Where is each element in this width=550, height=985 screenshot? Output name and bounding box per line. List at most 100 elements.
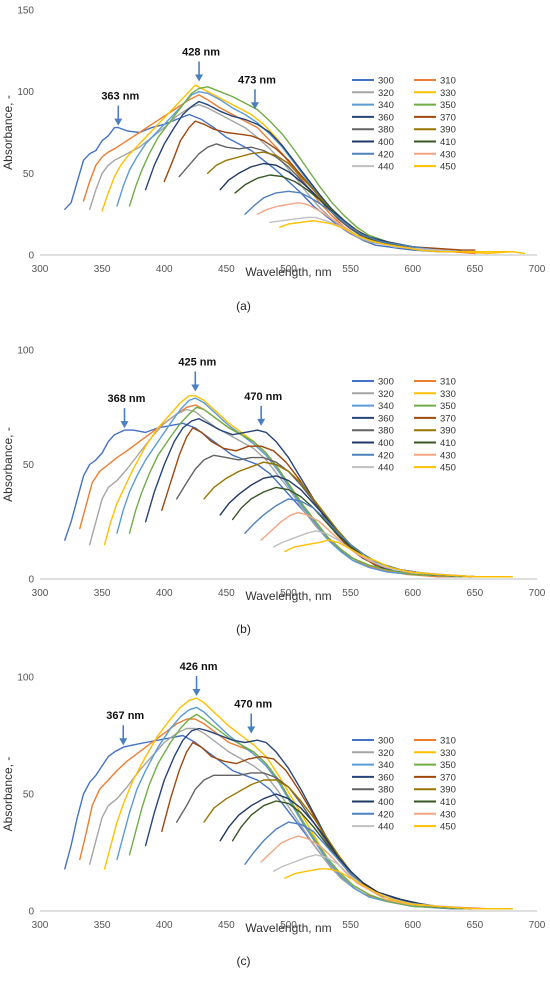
legend-label: 310: [440, 736, 456, 747]
legend-label: 430: [440, 809, 456, 820]
x-tick-label: 350: [94, 588, 111, 599]
series-line-320: [88, 408, 464, 578]
annotation-label: 368 nm: [108, 393, 146, 405]
legend-label: 310: [440, 76, 456, 87]
x-tick-label: 400: [156, 588, 173, 599]
y-tick-label: 100: [17, 346, 34, 357]
series-line-300: [64, 113, 476, 255]
legend-label: 410: [440, 797, 456, 808]
series-line-400: [219, 162, 464, 253]
y-tick-label: 50: [23, 169, 35, 180]
legend-label: 390: [440, 125, 456, 136]
x-tick-label: 550: [342, 264, 359, 275]
legend-label: 330: [440, 88, 456, 99]
series-line-430: [256, 201, 464, 253]
x-tick-label: 650: [467, 264, 484, 275]
y-axis-title: Absorbance, -: [1, 757, 15, 832]
chart-panel-c: 300 350 400 450 500 550 600 650 700 0 50 100 Wavelen…: [1, 661, 546, 968]
legend-label: 330: [440, 389, 456, 400]
legend-label: 300: [378, 736, 394, 747]
series-line-420: [244, 498, 476, 578]
legend-label: 430: [440, 450, 456, 461]
series-line-400: [219, 475, 476, 578]
series-line-410: [234, 174, 464, 253]
y-tick-label: 50: [23, 460, 35, 471]
x-tick-label: 700: [529, 920, 546, 931]
legend-label: 330: [440, 748, 456, 759]
x-tick-label: 600: [404, 588, 421, 599]
legend-label: 300: [378, 377, 394, 388]
x-tick-label: 450: [218, 588, 235, 599]
legend-label: 440: [378, 162, 394, 173]
series-line-420: [244, 821, 476, 910]
legend-label: 350: [440, 100, 456, 111]
legend-label: 400: [378, 137, 394, 148]
series-line-320: [88, 103, 464, 253]
x-tick-label: 650: [467, 588, 484, 599]
annotation-label: 428 nm: [182, 47, 220, 59]
legend-label: 350: [440, 760, 456, 771]
x-tick-label: 500: [280, 588, 297, 599]
series-line-430: [260, 835, 476, 910]
series-line-350: [128, 406, 464, 578]
annotation-arrow-head: [119, 738, 128, 746]
series-line-380: [175, 772, 476, 910]
x-axis-title: Wavelength, nm: [245, 921, 331, 935]
legend-label: 300: [378, 76, 394, 87]
x-tick-label: 450: [218, 920, 235, 931]
series-line-450: [284, 868, 513, 910]
x-tick-label: 700: [529, 588, 546, 599]
legend-label: 340: [378, 100, 394, 111]
x-tick-label: 350: [94, 264, 111, 275]
series-line-320: [88, 727, 464, 910]
annotation-arrow-head: [191, 384, 200, 392]
annotation-label: 425 nm: [178, 357, 216, 369]
series-line-420: [244, 190, 464, 253]
legend-label: 360: [378, 112, 394, 123]
panel-label: (a): [236, 299, 251, 313]
series-line-440: [272, 530, 476, 578]
series-line-350: [128, 86, 464, 253]
legend-label: 380: [378, 426, 394, 437]
legend-label: 340: [378, 401, 394, 412]
series-line-450: [279, 219, 526, 255]
series-line-450: [284, 539, 513, 578]
chart-panel-a: 300 350 400 450 500 550 600 650 700 0 50 100 150 Wave…: [1, 6, 546, 314]
x-tick-label: 550: [342, 588, 359, 599]
annotation-label: 367 nm: [106, 710, 144, 722]
legend-label: 340: [378, 760, 394, 771]
annotation-arrow-head: [195, 74, 204, 82]
legend-label: 320: [378, 389, 394, 400]
annotation-label: 426 nm: [180, 661, 218, 673]
legend-label: 400: [378, 797, 394, 808]
legend-label: 360: [378, 413, 394, 424]
annotation-label: 363 nm: [101, 91, 139, 103]
y-tick-label: 0: [28, 575, 34, 586]
x-tick-label: 600: [404, 920, 421, 931]
x-axis-title: Wavelength, nm: [245, 265, 331, 279]
panel-label: (c): [237, 954, 251, 968]
legend-label: 370: [440, 112, 456, 123]
y-axis-title: Absorbance, -: [1, 95, 15, 170]
x-tick-label: 300: [32, 920, 49, 931]
legend-label: 370: [440, 413, 456, 424]
y-tick-label: 0: [28, 907, 34, 918]
series-line-440: [272, 854, 476, 910]
annotation-label: 473 nm: [238, 74, 276, 86]
annotation-arrow-head: [120, 421, 129, 429]
y-tick-label: 100: [17, 87, 34, 98]
x-tick-label: 650: [467, 920, 484, 931]
legend-label: 360: [378, 772, 394, 783]
legend-label: 400: [378, 438, 394, 449]
legend-label: 390: [440, 785, 456, 796]
legend-label: 440: [378, 822, 394, 833]
legend-label: 440: [378, 463, 394, 474]
x-tick-label: 550: [342, 920, 359, 931]
y-axis-title: Absorbance, -: [1, 427, 15, 502]
x-tick-label: 400: [156, 920, 173, 931]
legend-label: 310: [440, 377, 456, 388]
x-tick-label: 450: [218, 264, 235, 275]
legend-label: 380: [378, 125, 394, 136]
